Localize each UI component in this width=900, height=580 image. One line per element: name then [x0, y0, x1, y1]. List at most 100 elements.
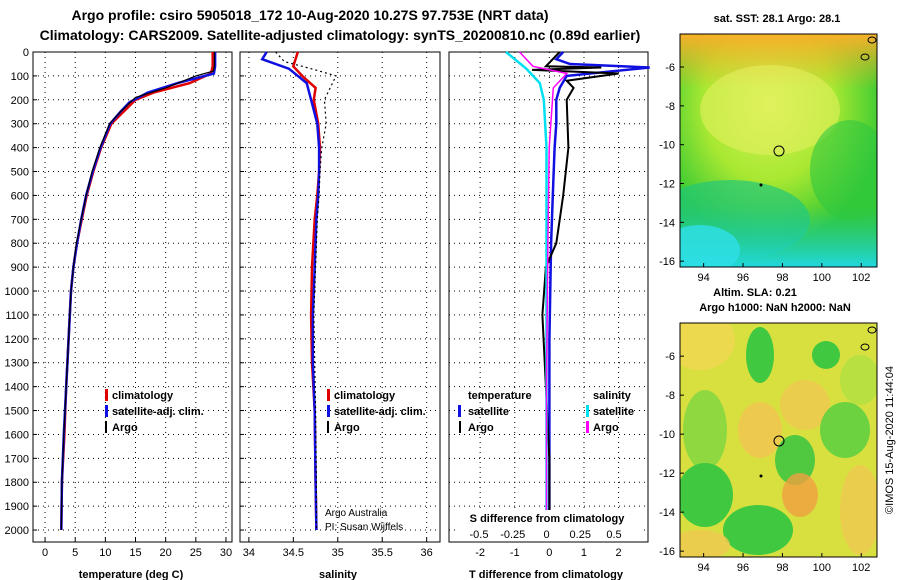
salinity-tick-labels: 34 34.5 35 35.5 36 [243, 547, 433, 559]
depth-tick-label: 700 [11, 214, 29, 226]
depth-tick-label: 1000 [5, 286, 29, 298]
sst-lat-tick-labels: -6 -8 -10 -12 -14 -16 [659, 62, 684, 268]
legend-s-argo-swatch [586, 421, 589, 433]
salinity-grid [240, 51, 440, 542]
series-t-argo [532, 51, 619, 530]
difference-series [505, 51, 650, 530]
depth-tick-label: 1600 [5, 429, 29, 441]
temperature-series [60, 52, 217, 531]
sst-map-panel: sat. SST: 28.1 Argo: 28.1 -6-8-10-12-14-… [659, 13, 878, 284]
x-tick-label: 34 [243, 547, 255, 559]
sla-map-title-1: Altim. SLA: 0.21 [713, 287, 797, 299]
legend-s-satellite-swatch [586, 405, 589, 417]
difference-legend: temperature satellite Argo salinity sate… [458, 390, 634, 434]
legend-satellite-swatch [327, 405, 330, 417]
float-position-marker [773, 145, 785, 157]
lat-tick-label: -6 [665, 351, 675, 363]
depth-tick-label: 1200 [5, 334, 29, 346]
x-tick-label: -1 [510, 547, 520, 559]
lat-tick-label: -8 [665, 101, 675, 113]
depth-tick-label: 100 [11, 71, 29, 83]
depth-tick-label: 300 [11, 119, 29, 131]
legend-climatology-label: climatology [334, 390, 396, 402]
sst-lon-tick-labels: 94 96 98 100 102 [698, 263, 870, 284]
depth-tick-labels: 0 100 200 300 400 500 600 700 800 900 1000 1100 1200… [5, 47, 29, 537]
lon-tick-label: 102 [852, 562, 870, 574]
lat-tick-label: -16 [659, 256, 675, 268]
depth-tick-label: 200 [11, 95, 29, 107]
depth-tick-label: 1900 [5, 501, 29, 513]
depth-tick-label: 1800 [5, 477, 29, 489]
series-satellite-adj-clim- [260, 51, 321, 531]
lat-tick-label: -8 [665, 390, 675, 402]
temperature-legend: climatology satellite-adj. clim. Argo [105, 389, 204, 434]
series-climatology [60, 52, 214, 531]
legend-salinity-title: salinity [593, 390, 632, 402]
s-tick-label: -0.5 [470, 529, 489, 541]
sla-lat-tick-labels: -6 -8 -10 -12 -14 -16 [659, 351, 684, 558]
legend-t-satellite-swatch [458, 405, 461, 417]
lon-tick-label: 100 [813, 562, 831, 574]
depth-tick-label: 400 [11, 143, 29, 155]
s-difference-axis-title: S difference from climatology [470, 513, 626, 525]
sla-map-frame [679, 322, 878, 558]
legend-satellite-label: satellite-adj. clim. [334, 406, 426, 418]
series-s-satellite [505, 51, 548, 530]
sla-map-panel: Altim. SLA: 0.21 Argo h1000: NaN h2000: … [659, 287, 878, 574]
salinity-legend: climatology satellite-adj. clim. Argo [327, 389, 426, 434]
depth-tick-label: 1400 [5, 382, 29, 394]
legend-argo-label: Argo [334, 422, 360, 434]
lat-tick-label: -14 [659, 507, 675, 519]
legend-satellite-swatch [105, 405, 108, 417]
lon-tick-label: 102 [852, 272, 870, 284]
x-tick-label: 35 [332, 547, 344, 559]
temperature-axis-label: temperature (deg C) [79, 569, 184, 580]
island-dot-icon [759, 474, 763, 478]
depth-tick-label: 500 [11, 167, 29, 179]
lat-tick-label: -12 [659, 468, 675, 480]
legend-s-satellite-label: satellite [593, 406, 634, 418]
series-s-argo [518, 51, 569, 530]
lon-tick-label: 96 [737, 272, 749, 284]
x-tick-label: 10 [99, 547, 111, 559]
x-tick-label: 20 [160, 547, 172, 559]
series-argo [60, 52, 216, 531]
x-tick-label: -2 [475, 547, 485, 559]
depth-tick-label: 1700 [5, 453, 29, 465]
depth-tick-label: 1500 [5, 406, 29, 418]
x-tick-label: 15 [129, 547, 141, 559]
legend-argo-swatch [327, 421, 329, 433]
depth-tick-label: 600 [11, 190, 29, 202]
depth-tick-label: 1300 [5, 358, 29, 370]
copyright-credit: ©IMOS 15-Aug-2020 11:44:04 [884, 366, 896, 514]
s-tick-label: -0.25 [500, 529, 525, 541]
sst-field [680, 34, 877, 267]
sla-map-title-2: Argo h1000: NaN h2000: NaN [699, 302, 851, 314]
salinity-panel: 34 34.5 35 35.5 36 salinity climatology sate… [239, 51, 441, 580]
legend-climatology-swatch [105, 389, 108, 401]
lat-tick-label: -10 [659, 429, 675, 441]
legend-s-argo-label: Argo [593, 422, 619, 434]
lon-tick-label: 100 [813, 272, 831, 284]
x-tick-label: 34.5 [283, 547, 304, 559]
salinity-plot-frame [239, 51, 441, 543]
temperature-panel: 0100200300400500600700800900100011001200… [5, 47, 233, 580]
lon-tick-label: 94 [698, 562, 710, 574]
institution-note: Argo Australia [325, 508, 388, 519]
lon-tick-label: 94 [698, 272, 710, 284]
depth-tick-label: 900 [11, 262, 29, 274]
t-difference-axis-label: T difference from climatology [469, 569, 624, 580]
s-difference-tick-labels: -0.5 -0.25 0 0.25 0.5 [470, 529, 622, 541]
temperature-grid [33, 51, 232, 542]
sla-field [680, 323, 877, 557]
x-tick-label: 36 [421, 547, 433, 559]
sst-map-frame [679, 33, 878, 268]
s-tick-label: 0.5 [606, 529, 621, 541]
s-tick-label: 0 [543, 529, 549, 541]
x-tick-label: 25 [190, 547, 202, 559]
pi-note: PI: Susan Wijffels [325, 522, 403, 533]
island-dot-icon [759, 183, 763, 187]
legend-argo-swatch [105, 421, 107, 433]
temperature-plot-frame [32, 51, 233, 543]
